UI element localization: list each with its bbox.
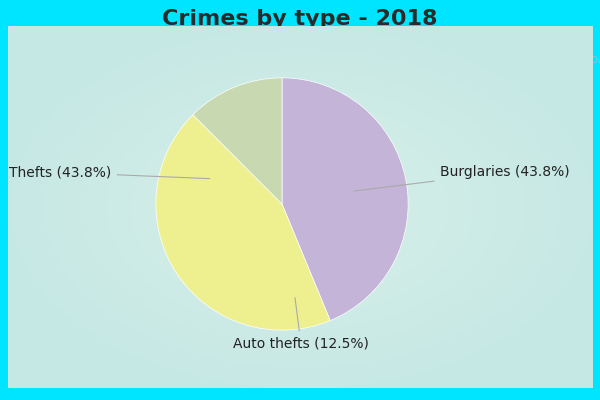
Bar (592, 0, 600, 400)
Bar (0, 0, 600, 38)
Wedge shape (156, 115, 330, 330)
Bar (0, 0, 8, 400)
Text: Crimes by type - 2018: Crimes by type - 2018 (162, 9, 438, 29)
Text: Thefts (43.8%): Thefts (43.8%) (10, 166, 210, 180)
Text: Auto thefts (12.5%): Auto thefts (12.5%) (233, 298, 369, 350)
Text: Burglaries (43.8%): Burglaries (43.8%) (354, 166, 569, 191)
Wedge shape (282, 78, 408, 320)
Text: ⓘ City-Data.com: ⓘ City-Data.com (510, 54, 600, 66)
Wedge shape (193, 78, 282, 204)
Bar (0, 388, 600, 400)
